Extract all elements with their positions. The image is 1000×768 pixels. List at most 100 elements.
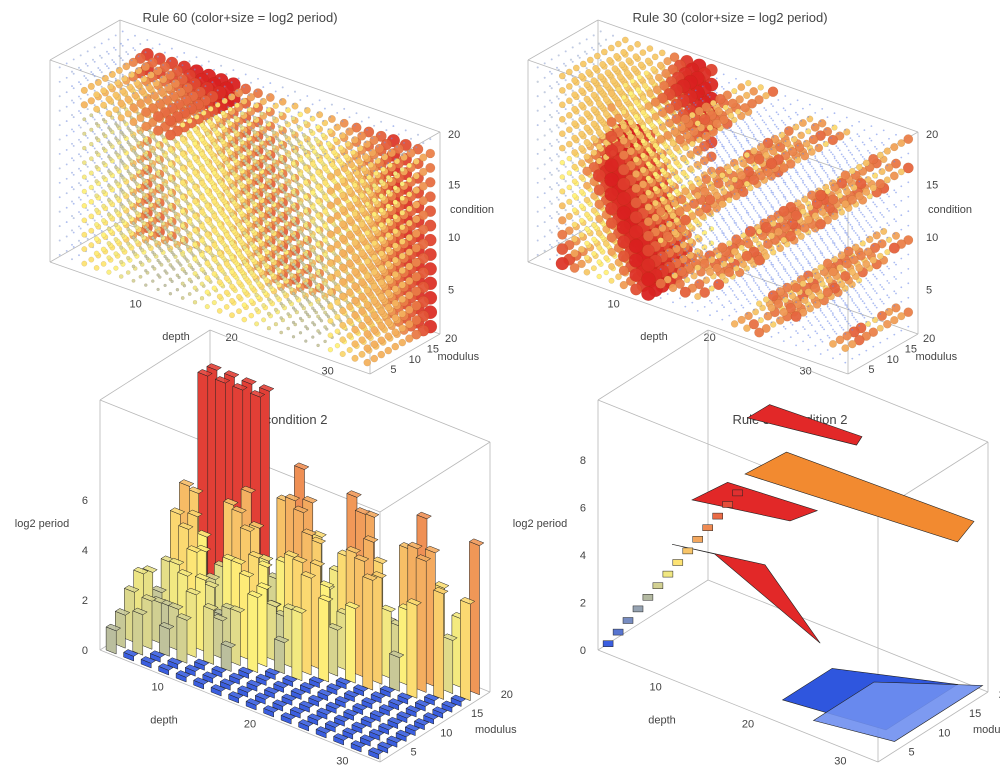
data-point [187,118,192,123]
data-point [702,143,704,145]
data-point [280,215,283,218]
data-point [80,98,82,100]
data-point [889,243,900,254]
data-point [851,125,853,127]
data-point [399,224,405,230]
data-point [790,118,792,120]
data-point [201,65,203,67]
data-point [236,280,241,285]
data-point [82,218,87,223]
data-point [289,128,291,130]
data-point [81,87,88,94]
data-point [132,164,135,167]
data-point [114,194,117,197]
data-point [399,310,406,317]
data-point [200,296,204,300]
data-point [291,190,295,194]
data-point [127,39,129,41]
data-point [89,242,94,247]
data-point [205,232,210,237]
data-point [372,198,377,203]
data-point [295,137,298,140]
data-point [343,153,345,155]
data-point [224,85,226,87]
data-point [888,196,890,198]
data-point [327,245,334,252]
data-point [59,81,61,83]
data-point [863,230,865,232]
data-point [863,317,865,319]
data-point [900,301,902,303]
data-point [339,235,346,242]
data-point [316,242,321,247]
data-point [298,186,302,190]
data-point [876,220,878,222]
data-point [102,147,105,150]
modulus-tick: 5 [390,364,396,376]
data-point [234,89,243,98]
data-point [168,190,173,195]
data-point [273,103,275,105]
data-point [118,55,120,57]
data-point [364,316,371,323]
data-point [893,189,895,191]
data-point [392,285,399,292]
data-point [876,133,878,135]
data-point [339,264,346,271]
data-point [114,151,117,154]
data-point [807,246,809,248]
data-point [262,275,266,279]
data-point [247,106,249,108]
data-point [410,138,412,140]
data-point [159,43,161,45]
data-point [310,205,315,210]
data-point [250,213,253,216]
data-point [876,307,878,309]
data-point [78,124,80,126]
data-point [753,191,755,193]
data-point [80,213,82,215]
data-point [285,121,288,124]
data-point [364,301,371,308]
data-point [107,141,110,144]
data-point [888,268,890,270]
data-point [66,91,68,93]
data-point [152,47,154,49]
data-point [839,164,841,166]
data-point [89,257,94,262]
data-point [763,295,765,297]
data-point [626,57,632,63]
data-point [211,81,213,83]
data-point [802,194,804,196]
data-point [320,132,322,134]
data-point [159,75,167,83]
panel-rule30-scatter: Rule 30 (color+size = log2 period)102030… [528,10,972,378]
data-point [763,280,765,282]
data-point [205,160,210,165]
data-point [601,49,607,55]
data-point [73,217,75,219]
data-point [907,254,909,256]
data-point [883,144,885,146]
data-point [192,155,197,160]
data-point [365,187,369,191]
data-point [633,53,639,59]
data-point [311,263,315,267]
data-point [88,97,95,104]
data-point [340,133,342,135]
data-point [869,210,871,212]
data-point [412,244,421,253]
data-point [119,260,123,264]
data-point [80,155,82,157]
data-point [322,194,327,199]
data-point [215,102,217,104]
data-point [352,197,358,203]
data-point [88,83,95,90]
data-point [126,256,130,260]
data-point [311,307,314,310]
data-point [298,111,300,113]
data-point [171,93,173,95]
data-point [839,222,841,224]
data-point [364,273,370,279]
data-point [324,153,326,155]
